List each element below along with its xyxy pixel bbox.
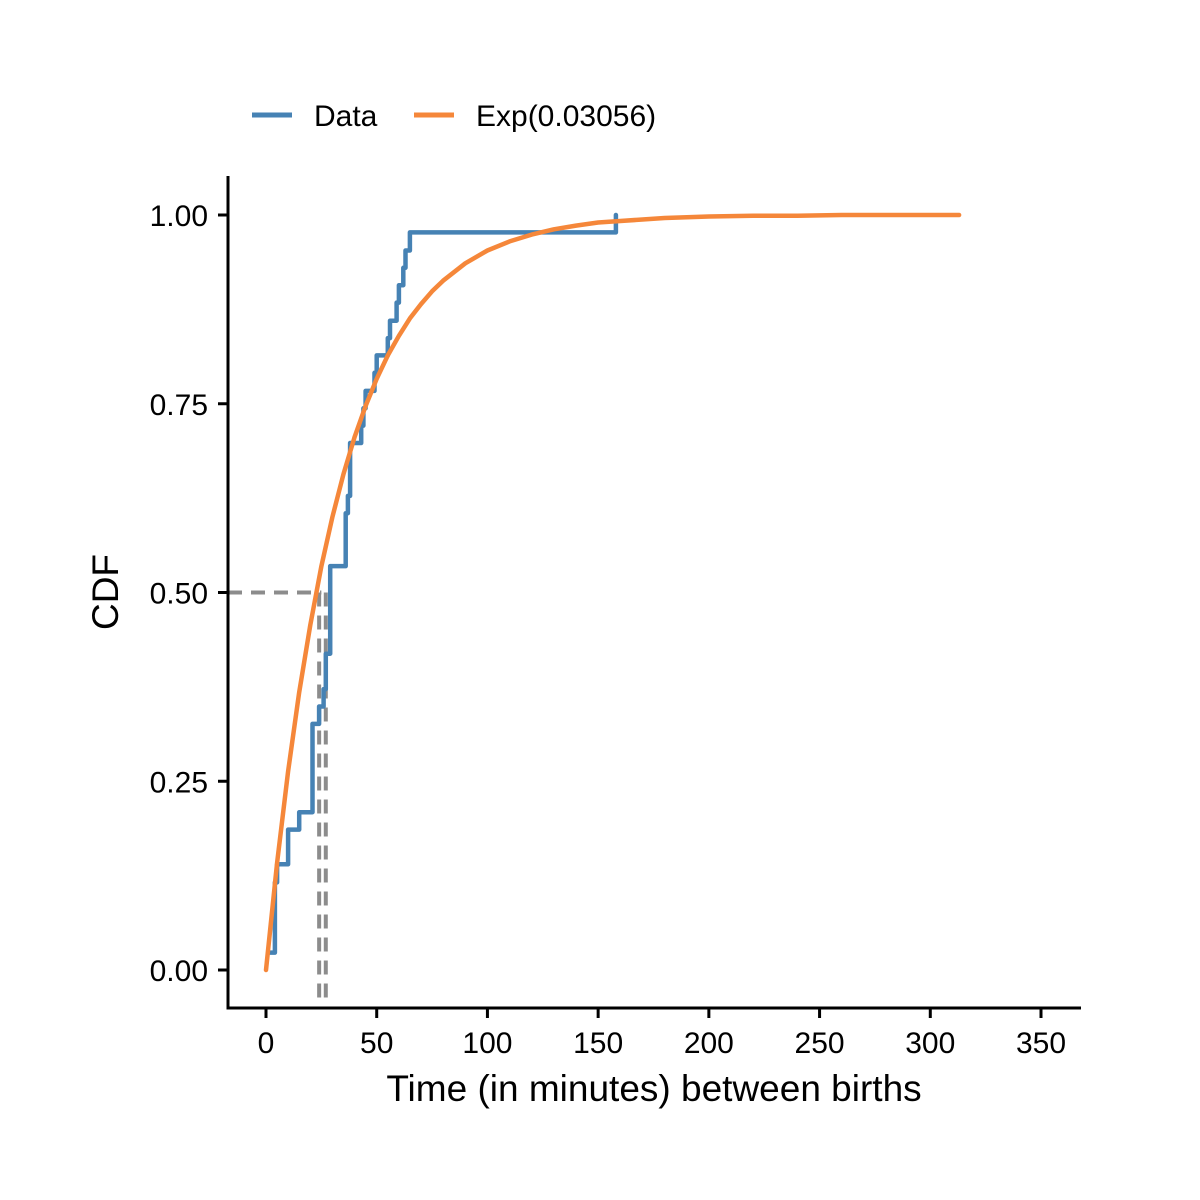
y-tick-label: 0.25 <box>150 766 208 799</box>
x-tick-label: 50 <box>360 1027 393 1060</box>
y-tick-label: 0.00 <box>150 955 208 988</box>
y-tick-label: 0.50 <box>150 578 208 611</box>
x-tick-label: 100 <box>462 1027 512 1060</box>
legend-label-data: Data <box>314 100 378 133</box>
x-tick-label: 200 <box>684 1027 734 1060</box>
y-tick-label: 0.75 <box>150 389 208 422</box>
legend: Data Exp(0.03056) <box>252 100 656 133</box>
legend-label-exp: Exp(0.03056) <box>476 100 656 133</box>
x-tick-label: 0 <box>258 1027 275 1060</box>
x-tick-label: 150 <box>573 1027 623 1060</box>
y-tick-label: 1.00 <box>150 200 208 233</box>
x-axis-title: Time (in minutes) between births <box>386 1068 921 1109</box>
y-ticks: 0.00 0.25 0.50 0.75 1.00 <box>150 200 228 988</box>
axes: 0 50 100 150 200 250 300 350 0.00 0.25 0.50 0.75 1.… <box>150 176 1081 1060</box>
x-tick-label: 350 <box>1016 1027 1066 1060</box>
x-ticks: 0 50 100 150 200 250 300 350 <box>258 1008 1066 1060</box>
series-data-line <box>268 212 619 955</box>
x-tick-label: 250 <box>795 1027 845 1060</box>
y-axis-title: CDF <box>85 554 126 630</box>
x-tick-label: 300 <box>905 1027 955 1060</box>
series-layer <box>263 212 962 973</box>
series-exp-line <box>263 212 962 973</box>
